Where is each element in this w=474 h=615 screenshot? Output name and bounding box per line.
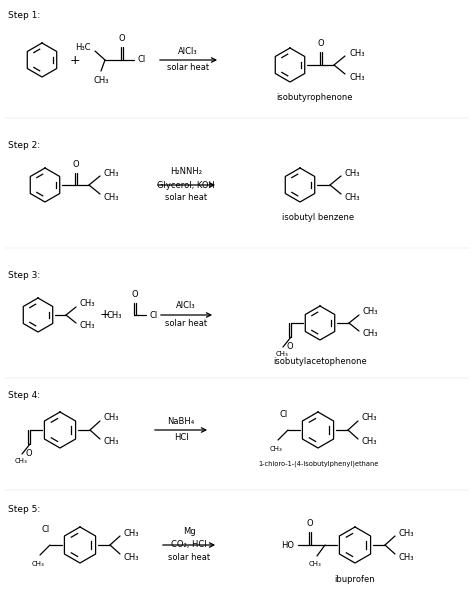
Text: NaBH₄: NaBH₄ (167, 416, 195, 426)
Text: CH₃: CH₃ (104, 192, 119, 202)
Text: CH₃: CH₃ (93, 76, 109, 85)
Text: isobutyrophenone: isobutyrophenone (277, 92, 353, 101)
Text: CH₃: CH₃ (309, 561, 321, 567)
Text: +: + (70, 54, 80, 66)
Text: CO₂, HCl: CO₂, HCl (171, 541, 207, 549)
Text: H₃C: H₃C (75, 44, 91, 52)
Text: CH₃: CH₃ (104, 413, 119, 423)
Text: CH₃: CH₃ (275, 351, 288, 357)
Text: CH₃: CH₃ (399, 552, 414, 561)
Text: CH₃: CH₃ (32, 561, 45, 567)
Text: solar heat: solar heat (167, 63, 209, 73)
Text: ibuprofen: ibuprofen (335, 574, 375, 584)
Text: isobutyl benzene: isobutyl benzene (282, 213, 354, 221)
Text: O: O (73, 160, 79, 169)
Text: O: O (307, 519, 313, 528)
Text: Step 2:: Step 2: (8, 140, 40, 149)
Text: solar heat: solar heat (168, 554, 210, 563)
Text: CH₃: CH₃ (362, 413, 377, 423)
Text: Step 4:: Step 4: (8, 391, 40, 400)
Text: CH₃: CH₃ (363, 330, 379, 338)
Text: O: O (118, 34, 125, 43)
Text: CH₃: CH₃ (345, 192, 361, 202)
Text: CH₃: CH₃ (124, 528, 139, 538)
Text: CH₃: CH₃ (362, 437, 377, 446)
Text: AlCl₃: AlCl₃ (176, 301, 196, 311)
Text: +: + (100, 309, 110, 322)
Text: Cl: Cl (42, 525, 50, 534)
Text: Cl: Cl (150, 311, 158, 320)
Text: H₂NNH₂: H₂NNH₂ (170, 167, 202, 175)
Text: Step 3:: Step 3: (8, 271, 40, 279)
Text: CH₃: CH₃ (270, 446, 283, 452)
Text: CH₃: CH₃ (80, 322, 95, 330)
Text: AlCl₃: AlCl₃ (178, 47, 198, 55)
Text: Step 1:: Step 1: (8, 10, 40, 20)
Text: CH₃: CH₃ (104, 437, 119, 446)
Text: HO: HO (281, 541, 294, 549)
Text: CH₃: CH₃ (350, 73, 365, 82)
Text: CH₃: CH₃ (80, 300, 95, 309)
Text: Cl: Cl (280, 410, 288, 419)
Text: Cl: Cl (138, 55, 146, 65)
Text: HCl: HCl (173, 434, 188, 443)
Text: CH₃: CH₃ (345, 169, 361, 178)
Text: isobutylacetophenone: isobutylacetophenone (273, 357, 367, 365)
Text: CH₃: CH₃ (107, 311, 122, 320)
Text: CH₃: CH₃ (363, 308, 379, 317)
Text: CH₃: CH₃ (104, 169, 119, 178)
Text: O: O (26, 449, 32, 458)
Text: O: O (318, 39, 324, 48)
Text: Mg: Mg (182, 526, 195, 536)
Text: solar heat: solar heat (165, 319, 207, 328)
Text: 1-chloro-1-(4-isobutylphenyl)ethane: 1-chloro-1-(4-isobutylphenyl)ethane (258, 461, 378, 467)
Text: O: O (287, 342, 293, 351)
Text: CH₃: CH₃ (124, 552, 139, 561)
Text: solar heat: solar heat (165, 194, 207, 202)
Text: O: O (132, 290, 138, 299)
Text: CH₃: CH₃ (15, 458, 27, 464)
Text: Glycerol, KOH: Glycerol, KOH (157, 180, 215, 189)
Text: CH₃: CH₃ (399, 528, 414, 538)
Text: Step 5:: Step 5: (8, 506, 40, 515)
Text: CH₃: CH₃ (350, 49, 365, 57)
